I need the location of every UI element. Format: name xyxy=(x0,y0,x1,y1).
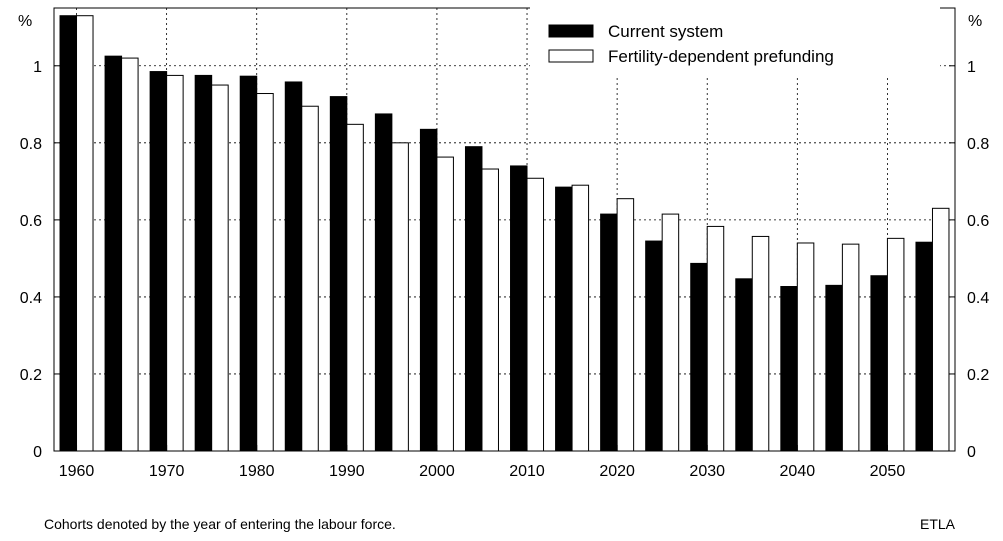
bar-fertility-dependent-prefunding xyxy=(346,123,364,452)
y-tick-label-right: 0 xyxy=(967,444,976,461)
x-tick-label: 2040 xyxy=(780,463,816,480)
bar-current-system xyxy=(645,240,663,452)
bar-current-system xyxy=(780,286,798,452)
bar-fertility-dependent-prefunding xyxy=(931,207,950,452)
y-axis-label-right: % xyxy=(968,13,982,30)
bar-fertility-dependent-prefunding xyxy=(436,156,454,452)
y-tick-label-right: 0.2 xyxy=(967,367,989,384)
bar-current-system xyxy=(735,278,753,452)
x-tick-label: 2000 xyxy=(419,463,455,480)
legend-background xyxy=(530,6,940,76)
bar-chart: 0 0 0.2 0.2 0.4 0.4 0.6 0.6 0.8 0.8 1 1 1960 1970 1980… xyxy=(18,6,990,480)
bar-fertility-dependent-prefunding xyxy=(571,184,590,452)
bar-current-system xyxy=(329,96,348,452)
x-tick-label: 1990 xyxy=(329,463,365,480)
bar-current-system xyxy=(555,186,573,452)
bar-current-system xyxy=(870,275,888,452)
bar-fertility-dependent-prefunding xyxy=(886,237,905,452)
bar-current-system xyxy=(510,165,528,452)
x-tick-label: 2010 xyxy=(509,463,545,480)
bar-fertility-dependent-prefunding xyxy=(796,242,815,452)
legend-label: Fertility-dependent prefunding xyxy=(608,47,834,66)
x-tick-label: 2050 xyxy=(870,463,906,480)
y-tick-label-left: 0.8 xyxy=(20,136,42,153)
y-tick-label-right: 0.4 xyxy=(967,290,989,307)
bar-fertility-dependent-prefunding xyxy=(706,225,725,452)
legend-label: Current system xyxy=(608,22,723,41)
legend-swatch xyxy=(548,24,594,38)
bar-current-system xyxy=(239,75,258,452)
bar-fertility-dependent-prefunding xyxy=(301,105,319,452)
y-tick-label-left: 0.2 xyxy=(20,367,42,384)
y-tick-label-left: 0 xyxy=(33,444,42,461)
y-tick-label-left: 0.6 xyxy=(20,213,42,230)
bar-current-system xyxy=(149,71,168,452)
bar-current-system xyxy=(464,146,483,452)
bar-current-system xyxy=(104,55,123,452)
bar-current-system xyxy=(600,213,618,452)
x-tick-label: 2020 xyxy=(599,463,635,480)
bar-fertility-dependent-prefunding xyxy=(751,235,770,452)
x-tick-label: 2030 xyxy=(689,463,725,480)
bar-fertility-dependent-prefunding xyxy=(256,93,274,452)
bar-current-system xyxy=(825,284,843,452)
bar-current-system xyxy=(915,241,933,452)
y-tick-label-right: 0.6 xyxy=(967,213,989,230)
bar-current-system xyxy=(59,15,78,452)
x-tick-label: 1980 xyxy=(239,463,275,480)
y-tick-label-right: 1 xyxy=(967,59,976,76)
bars xyxy=(59,15,950,452)
bar-fertility-dependent-prefunding xyxy=(661,213,680,452)
bar-fertility-dependent-prefunding xyxy=(841,243,860,452)
bar-current-system xyxy=(419,128,438,452)
y-axis-label-left: % xyxy=(18,13,32,30)
y-tick-label-left: 1 xyxy=(33,59,42,76)
legend: Current system Fertility-dependent prefun… xyxy=(530,6,940,76)
axes: 0 0 0.2 0.2 0.4 0.4 0.6 0.6 0.8 0.8 1 1 1960 1970 1980… xyxy=(20,59,990,480)
bar-fertility-dependent-prefunding xyxy=(526,177,545,452)
footnote: Cohorts denoted by the year of entering … xyxy=(44,516,396,532)
bar-fertility-dependent-prefunding xyxy=(391,142,409,452)
legend-swatch xyxy=(548,49,594,63)
bar-current-system xyxy=(194,74,213,452)
x-tick-label: 1970 xyxy=(149,463,185,480)
bar-fertility-dependent-prefunding xyxy=(616,198,635,452)
y-tick-label-left: 0.4 xyxy=(20,290,42,307)
x-tick-label: 1960 xyxy=(59,463,95,480)
bar-current-system xyxy=(374,113,393,452)
bar-fertility-dependent-prefunding xyxy=(76,15,94,452)
plot-frame xyxy=(53,7,956,452)
bar-fertility-dependent-prefunding xyxy=(481,168,499,452)
y-tick-label-right: 0.8 xyxy=(967,136,989,153)
bar-current-system xyxy=(690,262,708,452)
source-label: ETLA xyxy=(919,516,955,532)
bar-fertility-dependent-prefunding xyxy=(121,57,139,452)
bar-fertility-dependent-prefunding xyxy=(166,74,184,452)
bar-fertility-dependent-prefunding xyxy=(211,84,229,452)
bar-current-system xyxy=(284,81,303,452)
